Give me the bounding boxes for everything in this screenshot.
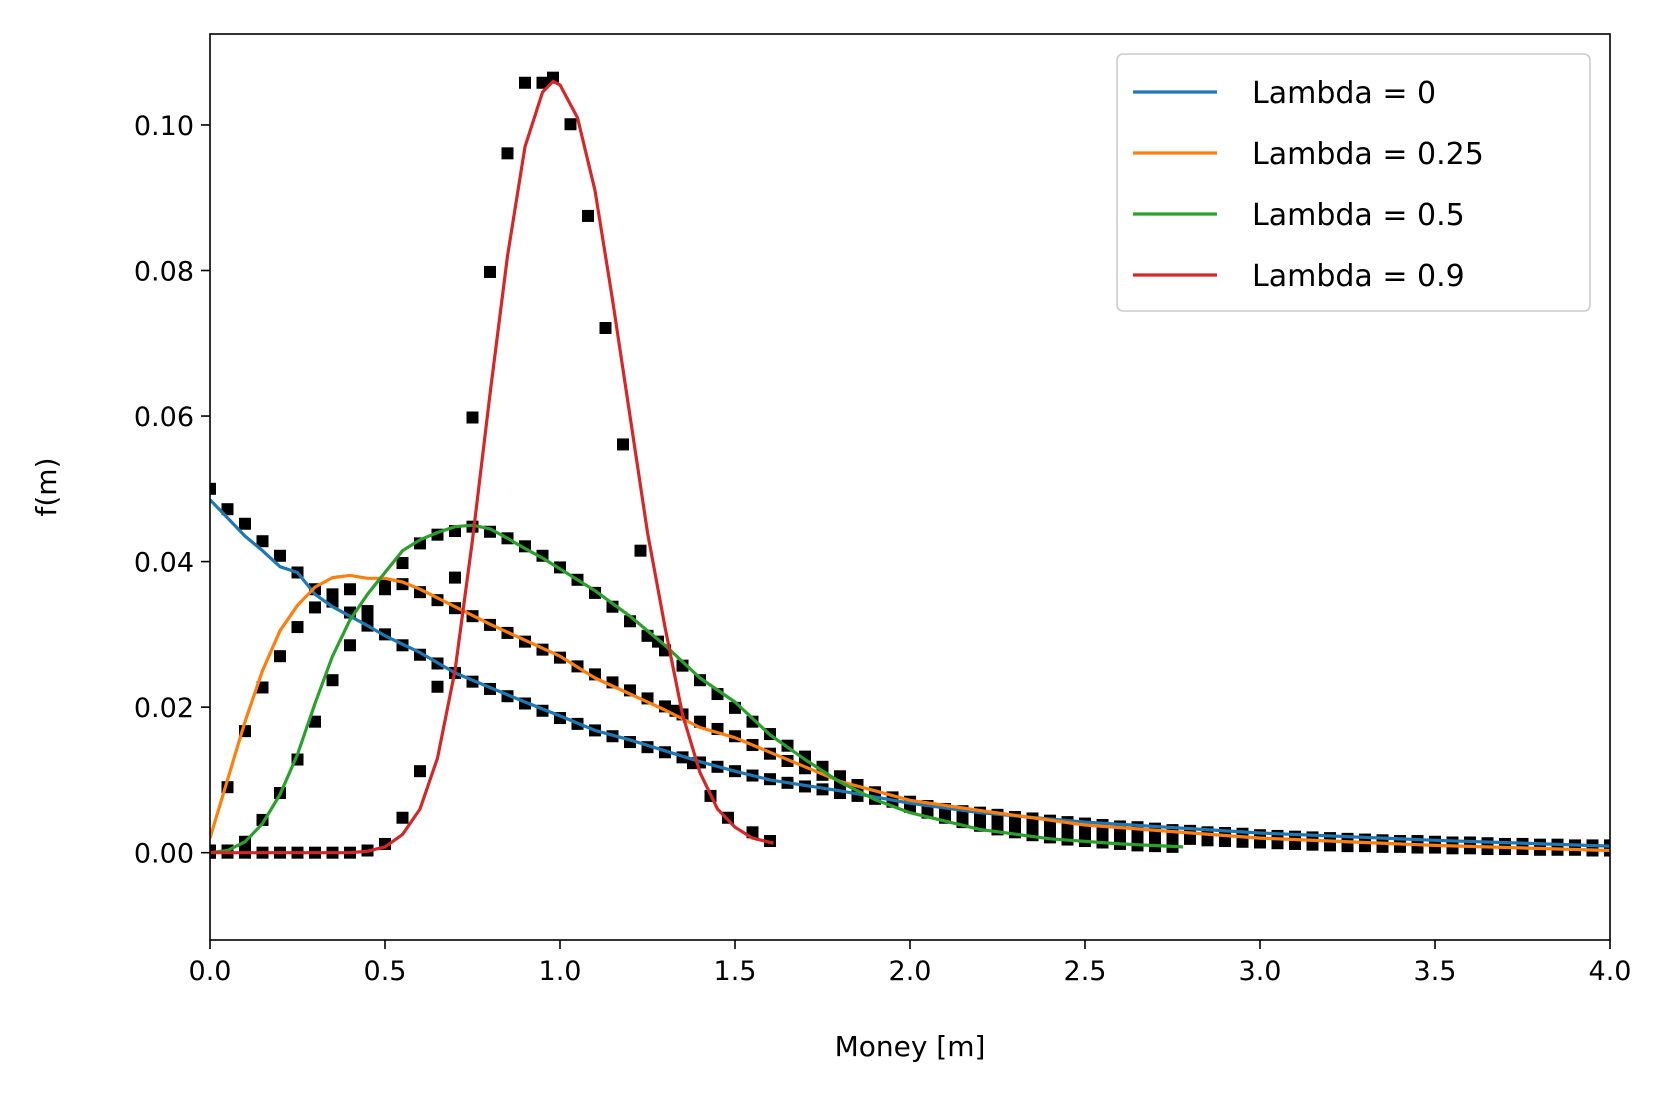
- data-point: [361, 610, 374, 623]
- x-tick-label: 2.0: [889, 956, 932, 987]
- data-point: [1131, 829, 1144, 842]
- legend: Lambda = 0 Lambda = 0.25 Lambda = 0.5 Lambd…: [1116, 53, 1591, 312]
- data-point: [1061, 822, 1074, 835]
- data-point: [1219, 835, 1231, 848]
- series-line-1: [210, 573, 1610, 853]
- data-point: [326, 588, 339, 601]
- legend-label: Lambda = 0.25: [1252, 137, 1484, 172]
- data-point: [582, 209, 594, 222]
- data-point: [309, 601, 321, 614]
- y-tick-label: 0.00: [134, 839, 194, 870]
- data-point: [326, 674, 339, 687]
- data-point: [1464, 842, 1476, 855]
- data-point: [634, 544, 647, 557]
- data-point: [466, 411, 479, 424]
- data-point: [599, 321, 612, 334]
- data-point: [564, 118, 577, 131]
- data-point: [309, 715, 321, 728]
- data-point: [379, 583, 391, 596]
- x-tick-label: 3.5: [1414, 956, 1457, 987]
- legend-label: Lambda = 0.5: [1252, 198, 1465, 233]
- data-point: [1481, 843, 1494, 856]
- y-tick-label: 0.10: [134, 111, 194, 142]
- data-point: [1114, 827, 1126, 840]
- series-3-markers: [210, 71, 776, 859]
- data-point: [221, 503, 234, 516]
- data-point: [1149, 830, 1161, 843]
- legend-box: [1116, 53, 1591, 312]
- data-point: [344, 639, 356, 652]
- data-point: [274, 549, 286, 562]
- data-point: [1446, 842, 1459, 855]
- y-axis: 0.00 0.02 0.04 0.06 0.08 0.10: [134, 111, 210, 870]
- data-point: [256, 681, 269, 694]
- y-tick-label: 0.06: [134, 402, 194, 433]
- data-point: [547, 71, 559, 84]
- data-point: [1009, 816, 1021, 829]
- series-line-3: [210, 79, 774, 855]
- x-tick-label: 4.0: [1589, 956, 1632, 987]
- data-point: [1184, 832, 1196, 845]
- y-tick-label: 0.08: [134, 257, 194, 288]
- data-point: [1096, 826, 1109, 839]
- data-point: [291, 621, 304, 634]
- data-point: [1044, 820, 1056, 833]
- y-tick-label: 0.04: [134, 548, 194, 579]
- data-point: [519, 76, 531, 89]
- series-line-0: [210, 498, 1610, 848]
- x-tick-label: 2.5: [1064, 956, 1107, 987]
- series-line-2: [210, 523, 1184, 855]
- x-tick-label: 3.0: [1239, 956, 1282, 987]
- x-tick-label: 1.0: [539, 956, 582, 987]
- data-point: [449, 571, 461, 584]
- x-tick-label: 1.5: [714, 956, 757, 987]
- line-layer: [210, 79, 1610, 855]
- data-point: [1201, 834, 1214, 847]
- data-point: [1026, 818, 1039, 831]
- legend-label: Lambda = 0: [1252, 76, 1436, 111]
- data-point: [396, 811, 409, 824]
- data-point: [501, 147, 514, 160]
- x-tick-label: 0.5: [364, 956, 407, 987]
- data-point: [991, 813, 1004, 826]
- data-point: [617, 438, 629, 451]
- x-axis: 0.0 0.5 1.0 1.5 2.0 2.5 3.0 3.5 4.0: [189, 940, 1632, 987]
- x-tick-label: 0.0: [189, 956, 232, 987]
- data-point: [1429, 841, 1441, 854]
- data-point: [210, 482, 216, 495]
- data-point: [344, 583, 356, 596]
- data-point: [484, 265, 496, 278]
- data-point: [414, 765, 426, 778]
- data-point: [239, 517, 251, 530]
- data-point: [536, 76, 549, 89]
- y-axis-label: f(m): [30, 458, 63, 517]
- data-point: [431, 680, 444, 693]
- data-point: [746, 715, 759, 728]
- data-point: [1236, 835, 1249, 848]
- data-point: [1079, 824, 1091, 837]
- data-point: [256, 535, 269, 548]
- legend-label: Lambda = 0.9: [1252, 259, 1465, 294]
- x-axis-label: Money [m]: [835, 1030, 986, 1063]
- data-point: [396, 557, 409, 570]
- data-point: [274, 650, 286, 663]
- y-tick-label: 0.02: [134, 693, 194, 724]
